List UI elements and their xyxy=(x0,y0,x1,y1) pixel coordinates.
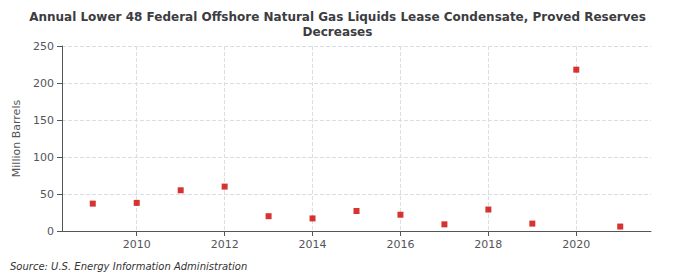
svg-text:Source: U.S. Energy Informatio: Source: U.S. Energy Information Administ… xyxy=(10,261,247,272)
svg-text:2014: 2014 xyxy=(299,238,327,251)
svg-text:2016: 2016 xyxy=(386,238,414,251)
svg-text:50: 50 xyxy=(40,188,54,201)
svg-text:200: 200 xyxy=(33,77,54,90)
svg-text:Annual Lower 48 Federal Offsho: Annual Lower 48 Federal Offshore Natural… xyxy=(29,10,646,24)
svg-text:250: 250 xyxy=(33,40,54,53)
svg-text:2010: 2010 xyxy=(123,238,151,251)
svg-text:2012: 2012 xyxy=(211,238,239,251)
svg-text:2018: 2018 xyxy=(474,238,502,251)
svg-text:Million Barrels: Million Barrels xyxy=(10,100,23,178)
svg-text:0: 0 xyxy=(47,225,54,238)
svg-text:Decreases: Decreases xyxy=(303,25,373,39)
svg-text:2020: 2020 xyxy=(562,238,590,251)
svg-text:100: 100 xyxy=(33,151,54,164)
svg-text:150: 150 xyxy=(33,114,54,127)
